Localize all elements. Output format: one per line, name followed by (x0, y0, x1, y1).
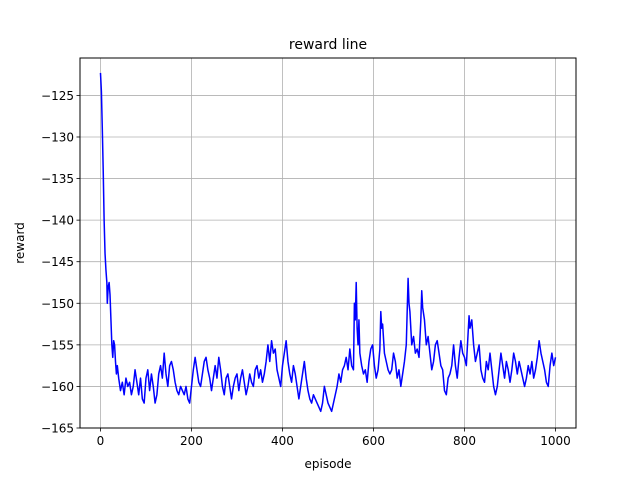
y-tick-label: −155 (41, 338, 74, 352)
x-axis-label: episode (305, 457, 352, 471)
x-tick-label: 400 (271, 434, 294, 448)
y-tick-label: −125 (41, 89, 74, 103)
x-tick-label: 0 (97, 434, 105, 448)
x-tick-label: 600 (362, 434, 385, 448)
x-tick-label: 800 (453, 434, 476, 448)
x-tick-label: 200 (180, 434, 203, 448)
plot-frame (79, 57, 577, 429)
y-tick-label: −145 (41, 255, 74, 269)
y-tick-label: −165 (41, 422, 74, 436)
y-tick-label: −160 (41, 380, 74, 394)
series-layer (99, 72, 557, 413)
y-tick-label: −130 (41, 130, 74, 144)
reward-series-line (99, 72, 557, 413)
y-tick-label: −135 (41, 172, 74, 186)
y-tick-label: −140 (41, 214, 74, 228)
grid-lines (80, 58, 576, 429)
chart-title: reward line (289, 37, 367, 53)
y-tick-label: −150 (41, 297, 74, 311)
x-axis-ticks: 0 200 400 600 800 1000 (97, 428, 571, 448)
y-axis-ticks: −165 −160 −155 −150 −145 −140 −135 −130 −125 (41, 89, 80, 436)
y-axis-label: reward (13, 222, 27, 264)
x-tick-label: 1000 (540, 434, 571, 448)
